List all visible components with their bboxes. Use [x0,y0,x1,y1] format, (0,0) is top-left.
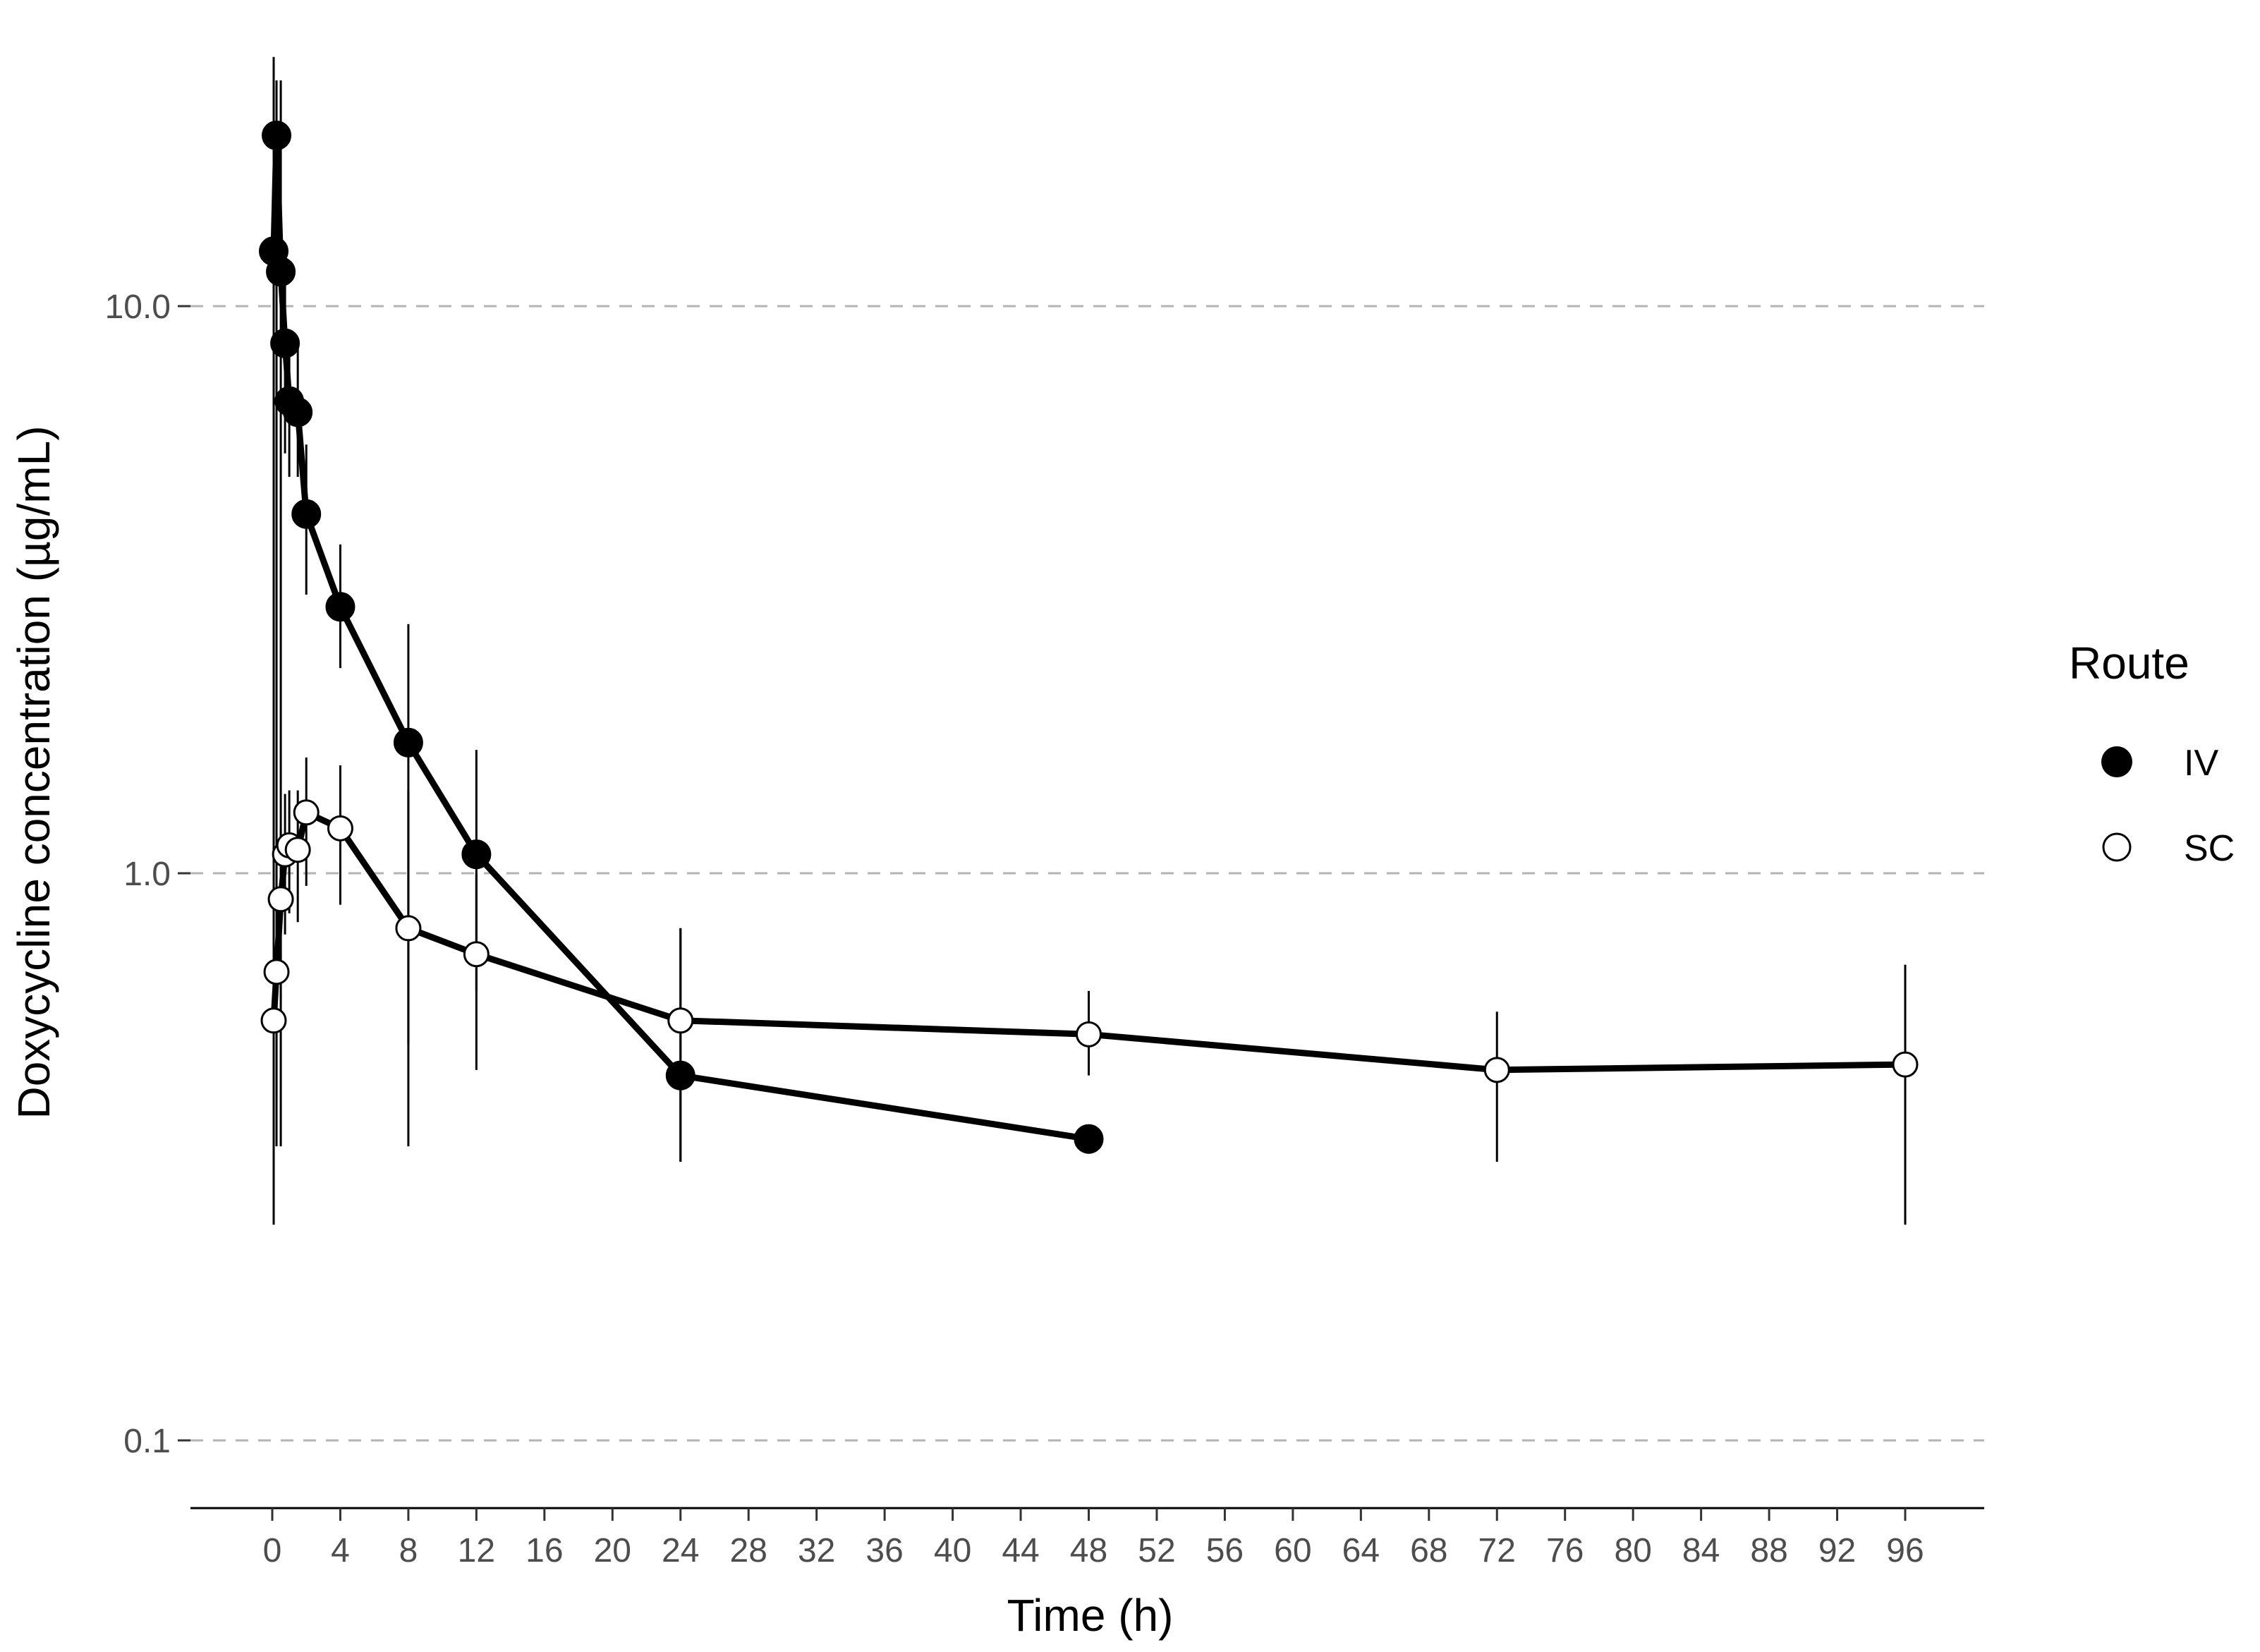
x-tick-label: 72 [1478,1532,1516,1569]
point-sc-0 [260,1007,287,1034]
point-iv-8 [393,727,423,758]
tick-labels: 0 4 8 12 16 20 24 28 32 36 40 44 48 52 56 60 64 68 72 76 80 8… [105,289,1924,1569]
x-tick-label: 68 [1410,1532,1447,1569]
error-bars [272,56,1907,1225]
x-tick-label: 84 [1682,1532,1720,1569]
x-tick-label: 40 [934,1532,971,1569]
x-tick-label: 4 [331,1532,350,1569]
x-tick-label: 96 [1886,1532,1924,1569]
x-tick-label: 32 [798,1532,835,1569]
legend-title: Route [2069,638,2189,688]
point-sc-7 [327,815,353,842]
x-tick-label: 12 [458,1532,495,1569]
point-iv-6 [291,499,322,529]
legend-key-iv [2101,746,2132,777]
point-iv-3 [270,328,300,358]
x-tick-label: 56 [1206,1532,1244,1569]
point-sc-8 [395,915,422,942]
x-tick-label: 0 [263,1532,282,1569]
legend: Route IV SC [2069,638,2235,869]
x-tick-label: 52 [1138,1532,1175,1569]
point-sc-12 [1483,1057,1510,1083]
x-tick-label: 16 [525,1532,563,1569]
point-iv-2 [266,257,296,287]
point-iv-11 [1074,1124,1104,1154]
series-lines [270,132,1909,1143]
point-sc-11 [1076,1021,1102,1047]
point-sc-10 [667,1007,694,1034]
x-tick-label: 92 [1818,1532,1856,1569]
x-tick-label: 20 [594,1532,631,1569]
x-tick-label: 64 [1342,1532,1380,1569]
point-iv-7 [325,592,356,622]
point-iv-9 [461,839,492,870]
y-axis-title: Doxycycline concentration (µg/mL) [8,425,59,1119]
x-tick-label: 44 [1002,1532,1039,1569]
point-sc-13 [1892,1051,1919,1078]
point-iv-10 [665,1060,695,1091]
x-tick-label: 60 [1274,1532,1311,1569]
point-sc-6 [293,799,320,826]
point-iv-5 [283,397,313,427]
point-sc-1 [263,959,290,985]
x-axis-title: Time (h) [1007,1590,1174,1641]
y-tick-label: 0.1 [123,1423,171,1460]
x-tick-label: 76 [1546,1532,1584,1569]
point-iv-1 [262,120,292,150]
point-sc-2 [267,886,294,913]
data-points [259,120,1919,1154]
y-tick-label: 1.0 [123,856,171,893]
point-sc-9 [463,941,490,968]
x-tick-label: 80 [1614,1532,1651,1569]
x-tick-label: 28 [730,1532,767,1569]
point-sc-5 [284,837,311,863]
grid-lines [190,305,1984,1442]
x-tick-label: 36 [865,1532,903,1569]
axes [178,305,1984,1521]
x-tick-label: 8 [399,1532,418,1569]
x-tick-label: 24 [662,1532,699,1569]
legend-key-sc [2102,832,2132,862]
x-tick-label: 88 [1750,1532,1787,1569]
legend-label-iv: IV [2184,743,2218,784]
x-tick-label: 48 [1070,1532,1107,1569]
legend-label-sc: SC [2184,828,2235,869]
y-tick-label: 10.0 [105,289,171,326]
